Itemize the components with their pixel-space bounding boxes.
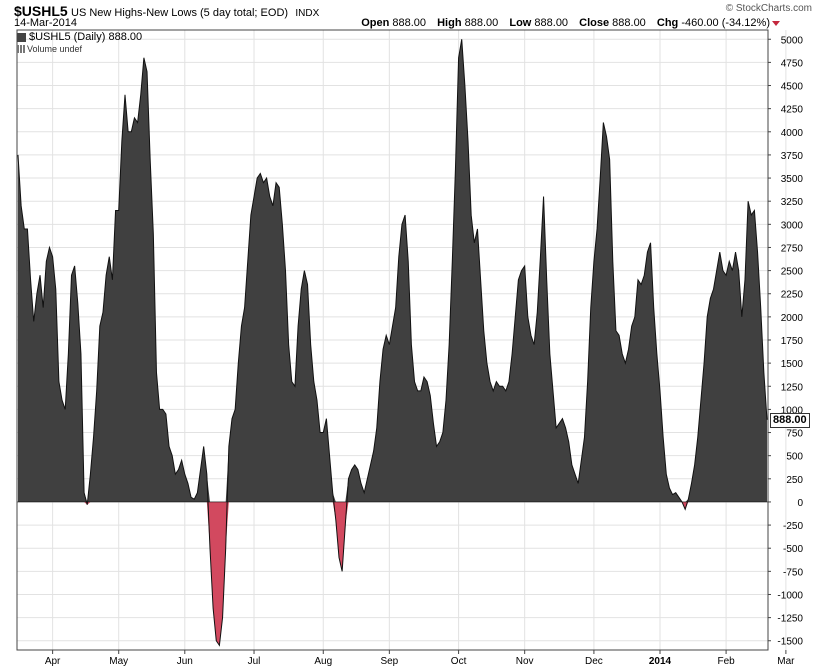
y-tick-label: -1500 <box>777 637 803 648</box>
x-axis: Apr May Jun Jul Aug Sep Oct Nov Dec 2014 Feb Mar <box>45 650 795 667</box>
x-tick-label: May <box>109 656 128 667</box>
exchange-label: INDX <box>295 8 320 19</box>
copyright-label: © StockCharts.com <box>725 3 812 14</box>
open-label: Open <box>361 17 390 29</box>
plot-frame <box>16 29 769 651</box>
y-tick-label: 750 <box>786 429 803 440</box>
y-tick-label: 1750 <box>781 336 804 347</box>
legend-volume: Volume undef <box>17 43 142 55</box>
y-tick-label: -1250 <box>777 614 803 625</box>
volume-bars-icon <box>17 45 25 53</box>
legend-series: $USHL5 (Daily) 888.00 <box>17 31 142 43</box>
y-tick-label: 3250 <box>781 197 804 208</box>
x-tick-label: Aug <box>314 656 332 667</box>
change-value: -460.00 (-34.12%) <box>681 17 770 29</box>
positive-area <box>18 39 767 502</box>
y-tick-label: -750 <box>783 567 803 578</box>
ohlc-readout: Open 888.00 High 888.00 Low 888.00 Close… <box>361 17 770 29</box>
x-tick-label: 2014 <box>649 656 672 667</box>
y-tick-label: 4500 <box>781 82 804 93</box>
open-value: 888.00 <box>392 17 427 29</box>
close-label: Close <box>579 17 610 29</box>
y-tick-label: 4750 <box>781 58 804 69</box>
symbol-label: $USHL5 <box>14 3 68 19</box>
low-label: Low <box>509 17 532 29</box>
y-tick-label: -500 <box>783 544 803 555</box>
y-tick-label: -250 <box>783 521 803 532</box>
legend-volume-label: Volume undef <box>27 44 83 54</box>
y-axis: -1500 -1250 -1000 -750 -500 -250 0 250 500 750 100… <box>768 35 804 648</box>
negative-area <box>18 501 767 646</box>
x-tick-label: Jul <box>248 656 261 667</box>
x-tick-label: Apr <box>45 656 61 667</box>
x-tick-label: Jun <box>177 656 193 667</box>
legend-series-label: $USHL5 (Daily) 888.00 <box>29 31 143 43</box>
chart-header: $USHL5 US New Highs-New Lows (5 day tota… <box>0 0 820 30</box>
x-tick-label: Dec <box>585 656 603 667</box>
high-label: High <box>437 17 462 29</box>
y-tick-label: 2500 <box>781 267 804 278</box>
y-tick-label: 0 <box>797 498 803 509</box>
chart-date: 14-Mar-2014 <box>14 17 77 29</box>
x-tick-label: Mar <box>777 656 795 667</box>
y-tick-label: 3750 <box>781 151 804 162</box>
close-value: 888.00 <box>612 17 646 29</box>
series-swatch <box>17 32 26 42</box>
chart-legend: $USHL5 (Daily) 888.00 Volume undef <box>17 31 142 55</box>
y-tick-label: -1000 <box>777 590 803 601</box>
y-tick-label: 4000 <box>781 128 804 139</box>
series-line <box>17 39 768 647</box>
down-triangle-icon <box>772 21 780 26</box>
y-tick-label: 3500 <box>781 174 804 185</box>
x-tick-label: Oct <box>451 656 467 667</box>
symbol-description: US New Highs-New Lows (5 day total; EOD) <box>71 7 289 19</box>
y-tick-label: 5000 <box>781 35 804 46</box>
chart-title: $USHL5 US New Highs-New Lows (5 day tota… <box>14 3 319 19</box>
y-tick-label: 3000 <box>781 220 804 231</box>
y-tick-label: 1500 <box>781 359 804 370</box>
y-tick-label: 250 <box>786 475 803 486</box>
y-tick-label: 4250 <box>781 105 804 116</box>
y-tick-label: 2750 <box>781 243 804 254</box>
high-value: 888.00 <box>464 17 499 29</box>
y-tick-label: 2250 <box>781 290 804 301</box>
y-tick-label: 1000 <box>781 405 804 416</box>
y-tick-label: 1250 <box>781 382 804 393</box>
x-tick-label: Sep <box>380 656 398 667</box>
chart-areas <box>17 39 768 647</box>
y-tick-label: 500 <box>786 452 803 463</box>
low-value: 888.00 <box>534 17 569 29</box>
x-tick-label: Feb <box>717 656 735 667</box>
change-label: Chg <box>656 17 679 29</box>
last-value-tag: 888.00 <box>770 412 810 428</box>
x-tick-label: Nov <box>516 656 534 667</box>
y-tick-label: 2000 <box>781 313 804 324</box>
